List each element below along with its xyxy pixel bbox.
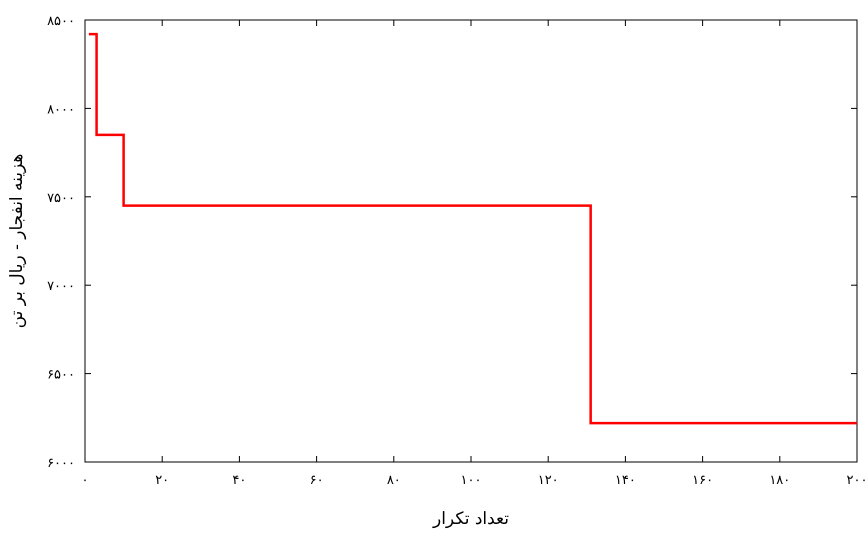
y-tick-label: ۸۰۰۰: [47, 102, 75, 117]
y-axis: ۶۰۰۰ ۶۵۰۰ ۷۰۰۰ ۷۵۰۰ ۸۰۰۰ ۸۵۰۰: [47, 14, 857, 471]
series-line: [88, 32, 857, 425]
x-tick-label: ۲۰۰: [847, 473, 867, 488]
x-tick-label: ۱۴۰: [615, 473, 636, 488]
plot-frame: [84, 19, 858, 463]
x-tick-label: ۱۶۰: [692, 473, 713, 488]
x-axis-title: تعداد تکرار: [432, 509, 509, 529]
y-tick-label: ۷۰۰۰: [47, 279, 75, 294]
series-layer: [88, 32, 857, 425]
x-tick-label: ۲۰: [155, 473, 169, 488]
y-axis-title: هزینه انفجار - ریال بر تن: [7, 154, 27, 329]
x-tick-label: ۶۰: [310, 473, 324, 488]
y-tick-label: ۶۵۰۰: [47, 368, 75, 383]
x-tick-label: ۸۰: [387, 473, 401, 488]
x-tick-label: ۱۸۰: [769, 473, 790, 488]
x-axis: ۰ ۲۰ ۴۰ ۶۰ ۸۰ ۱۰۰ ۱۲۰ ۱۴۰ ۱۶۰ ۱۸۰ ۲۰۰: [82, 20, 867, 488]
y-tick-label: ۷۵۰۰: [47, 191, 75, 206]
x-tick-label: ۱۰۰: [461, 473, 482, 488]
y-tick-label: ۸۵۰۰: [47, 14, 75, 29]
x-tick-label: ۱۲۰: [538, 473, 559, 488]
x-tick-label: ۴۰: [232, 473, 246, 488]
x-tick-label: ۰: [82, 473, 89, 488]
y-tick-label: ۶۰۰۰: [47, 456, 75, 471]
